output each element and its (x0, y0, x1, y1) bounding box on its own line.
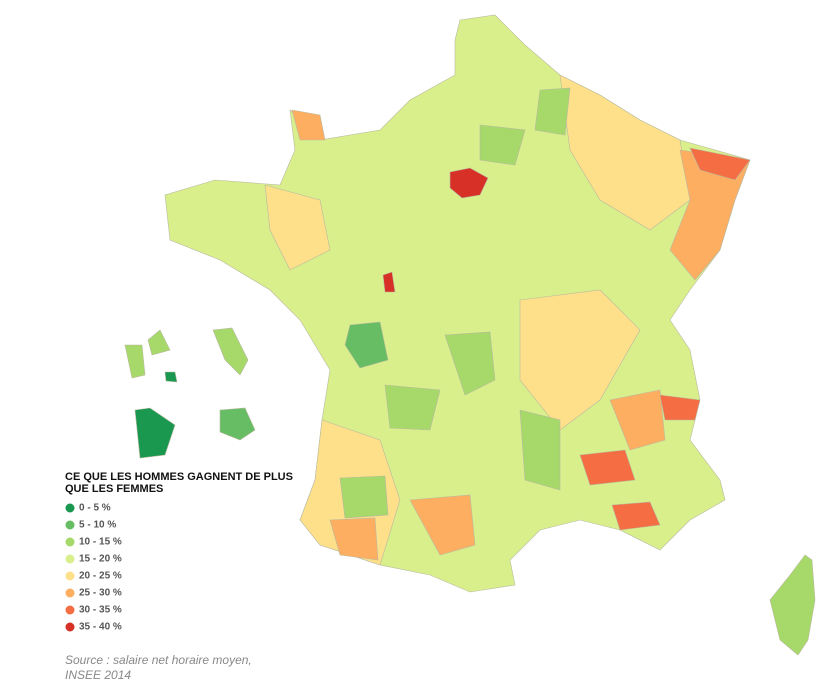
source: INSEE 2014 (65, 668, 131, 682)
region (579, 449, 636, 486)
region (382, 271, 396, 293)
legend-title: CE QUE LES HOMMES GAGNENT DE PLUS (65, 471, 293, 483)
legend-swatch (65, 571, 75, 581)
legend-label: 20 - 25 % (79, 571, 122, 582)
region (329, 517, 379, 561)
region (611, 501, 661, 531)
region (444, 331, 496, 396)
source: Source : salaire net horaire moyen, (65, 653, 252, 667)
legend-swatch (65, 503, 75, 513)
guadeloupe (124, 329, 171, 379)
legend-label: 10 - 15 % (79, 537, 122, 548)
legend-label: 30 - 35 % (79, 605, 122, 616)
region (291, 109, 326, 141)
legend-swatch (65, 537, 75, 547)
region (409, 494, 476, 556)
corsica (769, 554, 816, 656)
legend-swatch (65, 588, 75, 598)
martinique (212, 327, 249, 376)
legend-label: 5 - 10 % (79, 520, 116, 531)
legend-swatch (65, 520, 75, 530)
region (384, 384, 441, 431)
region (449, 167, 489, 199)
region (344, 321, 389, 369)
legend-label: 0 - 5 % (79, 503, 111, 514)
reunion (219, 407, 256, 441)
region (479, 124, 526, 166)
legend-swatch (65, 622, 75, 632)
legend-label: 25 - 30 % (79, 588, 122, 599)
region (339, 475, 389, 519)
region (689, 147, 751, 181)
legend-swatch (65, 554, 75, 564)
legend-title: QUE LES FEMMES (65, 483, 163, 495)
legend-swatch (65, 605, 75, 615)
guyane (134, 407, 176, 459)
region (534, 87, 571, 136)
region (519, 289, 641, 431)
region (609, 389, 666, 451)
legend-label: 35 - 40 % (79, 622, 122, 633)
legend: CE QUE LES HOMMES GAGNENT DE PLUS QUE LE… (65, 471, 293, 633)
legend-label: 15 - 20 % (79, 554, 122, 565)
region (519, 409, 561, 491)
martinique-mark (164, 371, 178, 383)
france-map (124, 14, 816, 656)
region (264, 184, 331, 271)
region (659, 394, 701, 421)
region (669, 149, 751, 281)
